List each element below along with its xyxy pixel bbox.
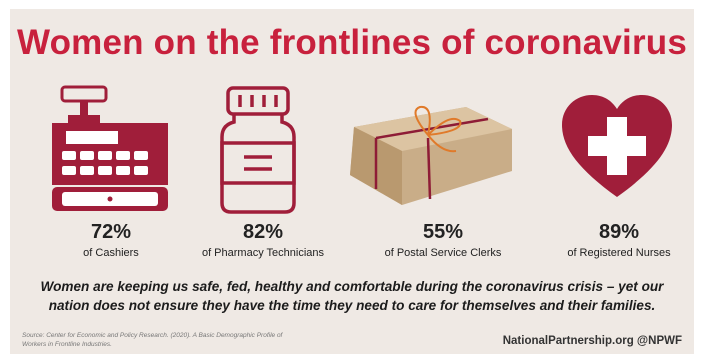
stat-registered-nurses: 89% of Registered Nurses [544,220,694,261]
stat-label: of Registered Nurses [567,247,671,259]
pill-bottle-icon [220,86,296,214]
stat-label: of Pharmacy Technicians [201,247,325,259]
stat-percent: 82% [242,221,284,243]
message-text: Women are keeping us safe, fed, healthy … [40,279,664,313]
cash-register-icon [52,85,168,211]
infographic-card: Women on the frontlines of coronavirus [10,9,694,354]
package-icon [350,105,512,205]
stat-postal-clerks: 55% of Postal Service Clerks [368,220,518,261]
stat-label: of Cashiers [83,247,139,259]
credit-text: NationalPartnership.org @NPWF [502,335,682,347]
stat-percent: 72% [90,221,132,243]
page-title: Women on the frontlines of coronavirus [16,23,688,62]
stat-pharmacy-technicians: 82% of Pharmacy Technicians [188,220,338,261]
stat-cashiers: 72% of Cashiers [46,220,176,261]
stat-percent: 55% [422,221,464,243]
heart-cross-icon [562,95,672,197]
stat-percent: 89% [598,221,640,243]
source-citation: Source: Center for Economic and Policy R… [22,332,283,348]
stat-label: of Postal Service Clerks [384,247,502,259]
